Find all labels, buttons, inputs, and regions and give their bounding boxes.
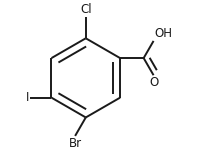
Text: Br: Br — [68, 137, 82, 150]
Text: O: O — [149, 76, 158, 89]
Text: I: I — [26, 91, 29, 104]
Text: OH: OH — [154, 27, 172, 40]
Text: Cl: Cl — [80, 3, 92, 16]
